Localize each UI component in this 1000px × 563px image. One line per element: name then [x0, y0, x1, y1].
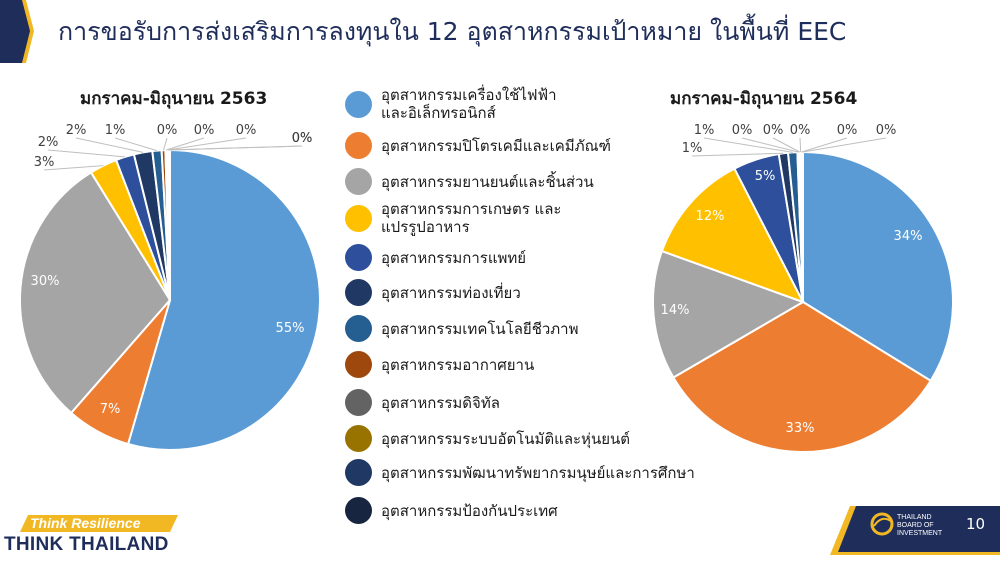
- legend-item: อุตสาหกรรมปิโตรเคมีและเคมีภัณฑ์: [345, 132, 611, 159]
- legend-swatch: [345, 279, 372, 306]
- legend-label: อุตสาหกรรมระบบอัตโนมัติและหุ่นยนต์: [381, 429, 630, 448]
- legend-item: อุตสาหกรรมป้องกันประเทศ: [345, 497, 558, 524]
- legend-swatch: [345, 497, 372, 524]
- data-label: 12%: [696, 209, 725, 224]
- pie-0: 55%7%30%3%2%2% 1% 0% 0% 0%0%0%: [19, 123, 321, 451]
- legend-swatch: [345, 459, 372, 486]
- data-label: 0%: [236, 123, 257, 138]
- leader-line: [75, 137, 144, 153]
- data-label: 0%: [292, 131, 313, 146]
- legend-swatch: [345, 315, 372, 342]
- tagline-text: Think Resilience: [30, 515, 141, 531]
- leader-line: [799, 137, 802, 153]
- data-label: 0%: [292, 131, 313, 146]
- legend-swatch: [345, 90, 372, 118]
- data-label: 14%: [661, 303, 690, 318]
- leader-line: [114, 137, 158, 152]
- data-label: 0%: [732, 123, 753, 138]
- legend-swatch: [345, 168, 372, 195]
- legend-item: อุตสาหกรรมเครื่องใช้ไฟฟ้า และอิเล็กทรอนิก…: [345, 86, 557, 122]
- legend-label: อุตสาหกรรมท่องเที่ยว: [381, 283, 521, 302]
- legend-swatch: [345, 204, 372, 232]
- data-label: 1%: [682, 141, 703, 156]
- legend-label: อุตสาหกรรมปิโตรเคมีและเคมีภัณฑ์: [381, 136, 611, 155]
- boi-text: THAILAND BOARD OF INVESTMENT: [897, 514, 943, 537]
- data-label: 7%: [100, 402, 121, 417]
- data-label: 0%: [194, 123, 215, 138]
- page-title: การขอรับการส่งเสริมการลงทุนใน 12 อุตสาหก…: [58, 17, 847, 46]
- leader-line: [47, 149, 125, 158]
- legend-label: อุตสาหกรรมการเกษตร และ แปรรูปอาหาร: [381, 200, 562, 236]
- data-label: 0%: [763, 123, 784, 138]
- data-label: 1%: [694, 123, 715, 138]
- leader-line: [802, 137, 887, 153]
- legend-item: อุตสาหกรรมท่องเที่ยว: [345, 279, 521, 306]
- data-label: 30%: [31, 274, 60, 289]
- pie-slice: [652, 249, 806, 379]
- legend-item: อุตสาหกรรมยานยนต์และชิ้นส่วน: [345, 168, 594, 195]
- legend-item: อุตสาหกรรมระบบอัตโนมัติและหุ่นยนต์: [345, 425, 630, 452]
- legend-item: อุตสาหกรรมพัฒนาทรัพยากรมนุษย์และการศึกษา: [345, 459, 695, 486]
- legend-label: อุตสาหกรรมเครื่องใช้ไฟฟ้า และอิเล็กทรอนิก…: [381, 86, 557, 122]
- pie-slice: [19, 171, 172, 415]
- boi-logo-bar: [830, 506, 1000, 555]
- legend-label: อุตสาหกรรมพัฒนาทรัพยากรมนุษย์และการศึกษา: [381, 463, 695, 482]
- leader-line: [167, 137, 247, 151]
- data-label: 0%: [837, 123, 858, 138]
- legend-label: อุตสาหกรรมดิจิทัล: [381, 393, 500, 412]
- legend-swatch: [345, 132, 372, 159]
- pie-slice: [168, 148, 171, 301]
- legend-item: อุตสาหกรรมการเกษตร และ แปรรูปอาหาร: [345, 200, 561, 236]
- pie-slice: [672, 300, 933, 453]
- legend-label: อุตสาหกรรมการแพทย์: [381, 248, 527, 267]
- pie-slice: [802, 150, 954, 383]
- leader-line: [703, 137, 793, 153]
- legend-swatch: [345, 244, 372, 271]
- leader-line: [691, 152, 784, 157]
- pie-slice: [660, 167, 806, 304]
- data-label: 0%: [876, 123, 897, 138]
- chart-title-2563: มกราคม-มิถุนายน 2563: [80, 89, 268, 109]
- data-label: 5%: [755, 169, 776, 184]
- pie-slice: [126, 148, 321, 451]
- leader-line: [166, 137, 205, 151]
- chart-title-2564: มกราคม-มิถุนายน 2564: [670, 89, 858, 109]
- data-label: 2%: [38, 135, 59, 150]
- legend-label: อุตสาหกรรมอากาศยาน: [381, 355, 535, 374]
- legend-label: อุตสาหกรรมป้องกันประเทศ: [381, 501, 558, 520]
- page-number: 10: [966, 515, 986, 533]
- pie-slice: [801, 150, 804, 303]
- legend-swatch: [345, 389, 372, 416]
- legend-swatch: [345, 351, 372, 378]
- leader-line: [772, 137, 800, 153]
- legend-item: อุตสาหกรรมอากาศยาน: [345, 351, 534, 378]
- legend-swatch: [345, 425, 372, 452]
- data-label: 34%: [894, 229, 923, 244]
- data-label: 0%: [157, 123, 178, 138]
- data-label: 33%: [786, 421, 815, 436]
- leader-line: [741, 137, 799, 153]
- legend-item: อุตสาหกรรมเทคโนโลยีชีวภาพ: [345, 315, 579, 342]
- brand-text: THINK THAILAND: [4, 534, 169, 555]
- legend-item: อุตสาหกรรมดิจิทัล: [345, 389, 500, 416]
- leader-line: [801, 137, 848, 153]
- leader-line: [163, 137, 168, 151]
- pie-1: 34% 33% 14% 12% 5% 1% 1% 0% 0% 0% 0% 0%: [652, 123, 954, 453]
- data-label: 2%: [66, 123, 87, 138]
- legend-item: อุตสาหกรรมการแพทย์: [345, 244, 526, 271]
- leader-line: [43, 165, 104, 171]
- legend-label: อุตสาหกรรมเทคโนโลยีชีวภาพ: [381, 319, 579, 338]
- title-accent: [0, 0, 34, 63]
- data-label: 55%: [276, 321, 305, 336]
- think-thailand-logo-shape: [20, 515, 178, 532]
- legend-label: อุตสาหกรรมยานยนต์และชิ้นส่วน: [381, 172, 594, 191]
- leader-line: [169, 145, 303, 151]
- data-label: 3%: [34, 155, 55, 170]
- data-label: 0%: [790, 123, 811, 138]
- data-label: 1%: [105, 123, 126, 138]
